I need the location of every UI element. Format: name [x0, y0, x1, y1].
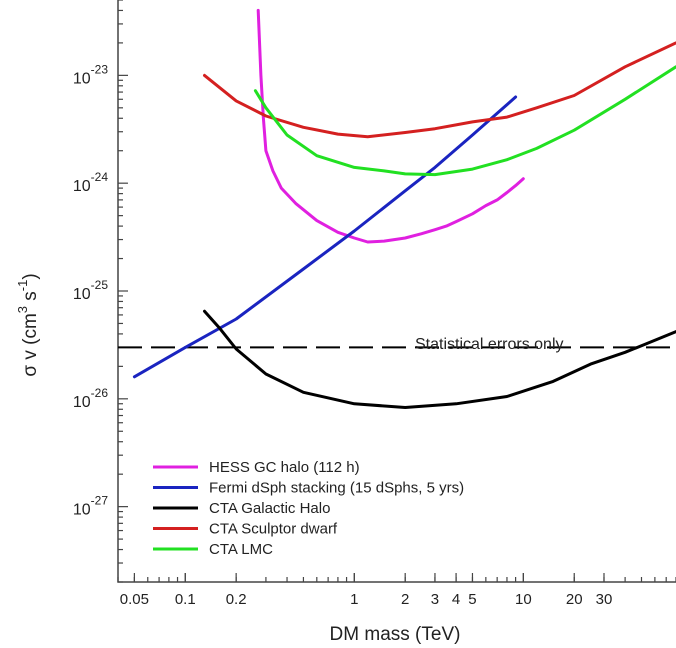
- legend-label-2: CTA Galactic Halo: [209, 500, 330, 517]
- x-tick-label: 0.05: [120, 591, 149, 608]
- x-tick-label: 20: [566, 591, 583, 608]
- x-tick-label: 2: [401, 591, 409, 608]
- plot-area: [117, 0, 676, 583]
- y-axis-label-exp2: -1: [15, 280, 30, 292]
- series-line-4: [253, 65, 676, 177]
- y-axis-label-main: σ v (cm: [20, 313, 41, 376]
- legend-label-4: CTA LMC: [209, 541, 273, 558]
- legend-label-0: HESS GC halo (112 h): [209, 459, 360, 476]
- x-axis-label: DM mass (TeV): [330, 624, 461, 645]
- x-tick-label: 4: [452, 591, 460, 608]
- y-tick-label: 10-26: [73, 386, 108, 411]
- plot-frame: [117, 0, 676, 583]
- series-line-3: [203, 41, 676, 139]
- y-axis-label-close: ): [20, 273, 41, 279]
- series-line-0: [256, 8, 525, 244]
- legend: HESS GC halo (112 h) Fermi dSph stacking …: [153, 459, 464, 558]
- y-tick-label: 10-25: [73, 278, 108, 303]
- y-axis-label-mid: s: [20, 291, 41, 306]
- y-axis-label-exp1: 3: [15, 306, 30, 313]
- series-layer: [132, 8, 676, 409]
- series-line-2: [203, 309, 676, 409]
- y-tick-label: 10-24: [73, 170, 108, 195]
- y-tick-label: 10-27: [73, 494, 108, 519]
- x-tick-label: 3: [431, 591, 439, 608]
- x-tick-label: 0.2: [226, 591, 247, 608]
- y-axis-label: σ v (cm3 s-1): [15, 273, 41, 376]
- x-tick-label: 10: [515, 591, 532, 608]
- x-tick-label: 5: [468, 591, 476, 608]
- x-tick-label: 0.1: [175, 591, 196, 608]
- series-line-1: [132, 95, 518, 379]
- x-tick-label: 30: [596, 591, 613, 608]
- legend-label-1: Fermi dSph stacking (15 dSphs, 5 yrs): [209, 480, 464, 497]
- legend-label-3: CTA Sculptor dwarf: [209, 521, 338, 538]
- annotation-text: Statistical errors only: [415, 336, 564, 353]
- y-tick-label: 10-23: [73, 62, 108, 87]
- x-axis: 0.05 0.1 0.2 1 2 3 4 5 10 20 30: [117, 573, 676, 608]
- x-tick-label: 1: [350, 591, 358, 608]
- y-axis: 10-27 10-26 10-25 10-24 10-23: [73, 0, 128, 583]
